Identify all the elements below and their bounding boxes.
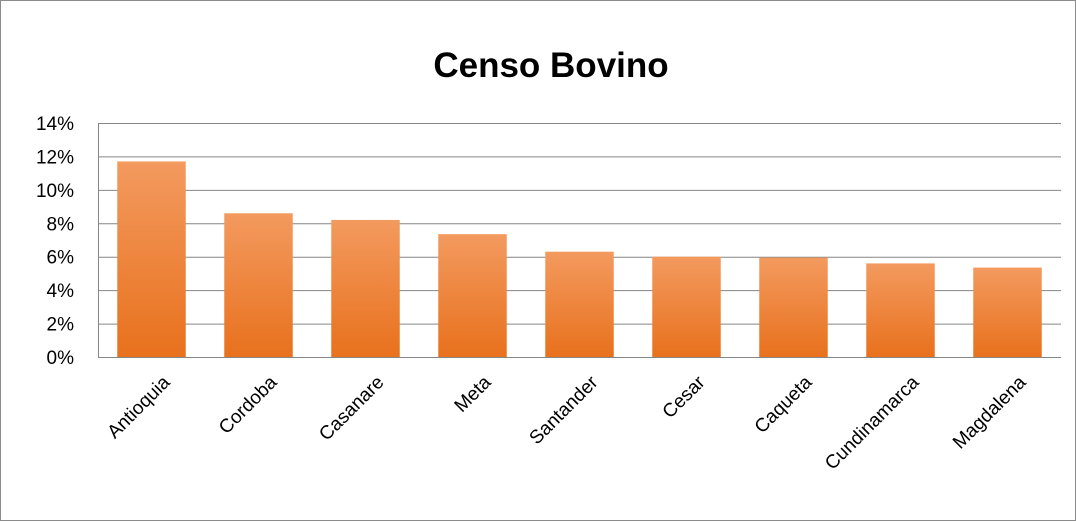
y-axis-tick-labels: 0% 2% 4% 6% 8% 10% 12% 14% (36, 114, 74, 369)
bar-cesar (652, 256, 721, 357)
x-category-label: Antioquia (104, 372, 175, 443)
y-tick-label: 6% (47, 248, 75, 269)
bar-magdalena (973, 267, 1042, 357)
x-category-label: Cundinamarca (821, 372, 924, 475)
bar-santander (545, 251, 614, 357)
y-tick-label: 0% (47, 348, 75, 369)
bar-antioquia (117, 161, 186, 357)
bar-meta (438, 234, 507, 357)
x-category-label: Cordoba (215, 372, 282, 439)
y-tick-label: 10% (36, 181, 74, 202)
y-tick-label: 12% (36, 147, 74, 168)
y-tick-label: 4% (47, 281, 75, 302)
x-category-label: Santander (526, 372, 603, 449)
y-tick-label: 8% (47, 214, 75, 235)
x-category-label: Magdalena (949, 372, 1031, 454)
x-category-label: Caqueta (751, 372, 817, 438)
y-tick-label: 14% (36, 114, 74, 135)
bar-caqueta (759, 257, 828, 357)
x-axis-category-labels: Antioquia Cordoba Casanare Meta Santander Ces… (104, 372, 1031, 475)
bar-cordoba (224, 213, 293, 357)
bars (117, 161, 1042, 357)
chart-title: Censo Bovino (433, 46, 668, 85)
y-tick-label: 2% (47, 315, 75, 336)
x-category-label: Meta (451, 372, 496, 417)
x-category-label: Cesar (659, 372, 710, 423)
bar-cundinamarca (866, 263, 935, 357)
bar-casanare (331, 219, 400, 357)
x-category-label: Casanare (315, 372, 388, 445)
